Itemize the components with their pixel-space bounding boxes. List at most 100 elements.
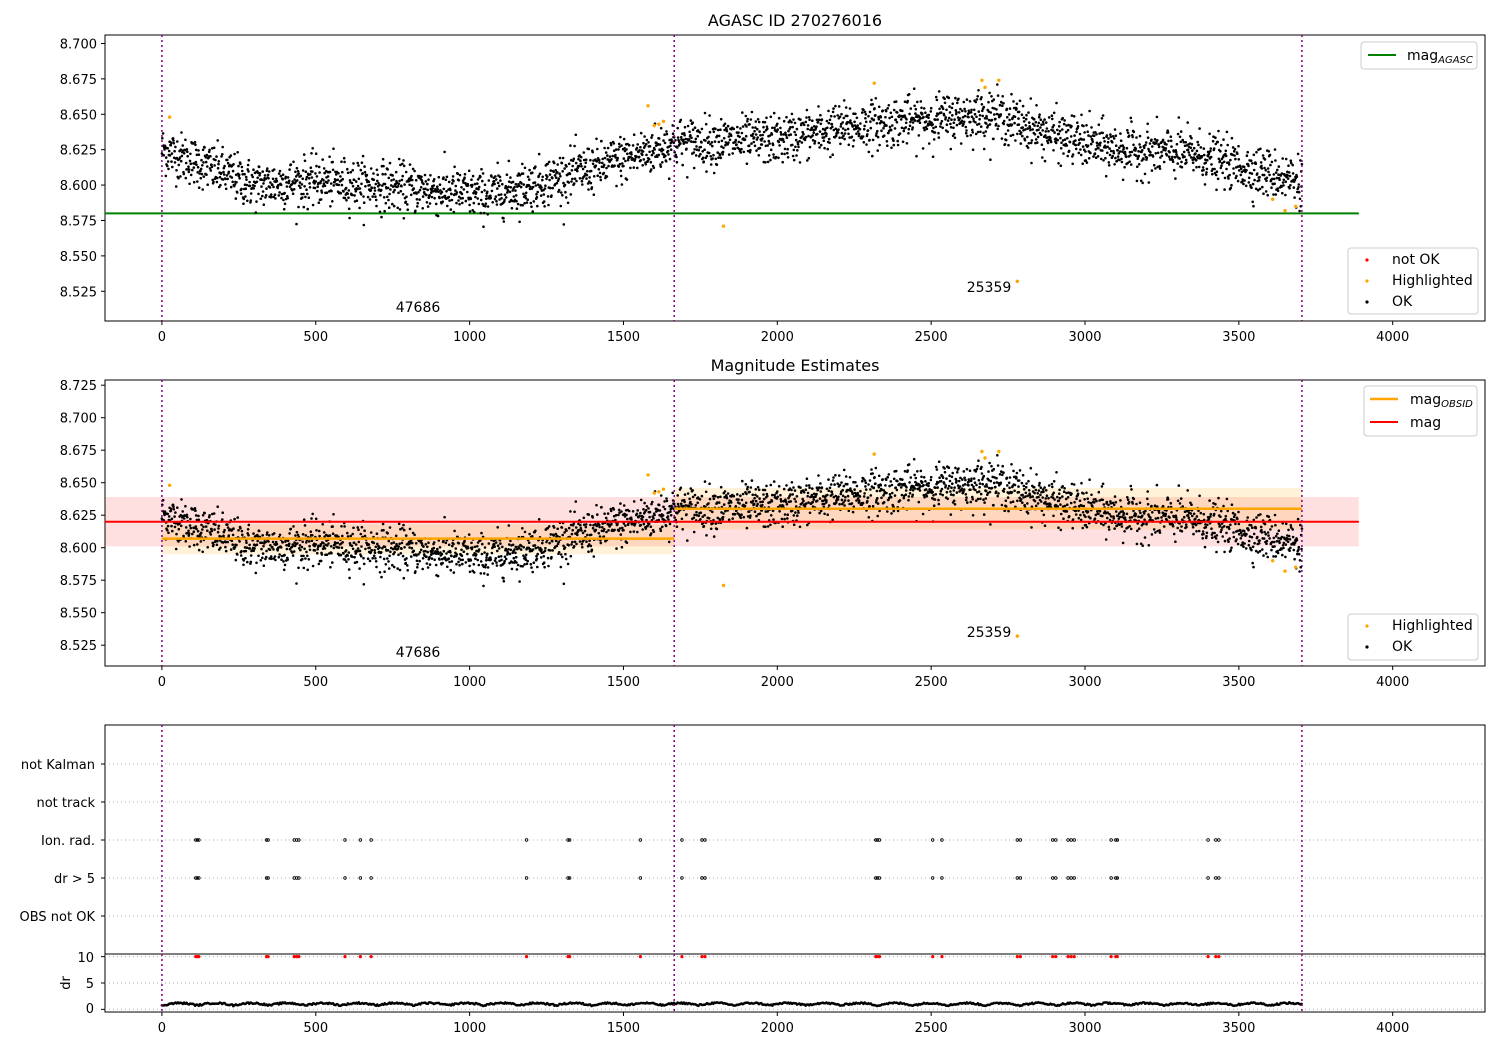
data-point-ok <box>1060 141 1063 144</box>
data-point-ok <box>871 103 874 106</box>
data-point-ok <box>415 542 418 545</box>
data-point-ok <box>217 167 220 170</box>
data-point-ok <box>368 543 371 546</box>
data-point-ok <box>505 196 508 199</box>
data-point-ok <box>909 492 912 495</box>
data-point-ok <box>563 223 566 226</box>
data-point-ok <box>729 139 732 142</box>
data-point-ok <box>735 505 738 508</box>
data-point-ok <box>960 142 963 145</box>
data-point-ok <box>758 130 761 133</box>
data-point-ok <box>896 489 899 492</box>
data-point-ok <box>884 484 887 487</box>
data-point-ok <box>1130 163 1133 166</box>
data-point-ok <box>1095 133 1098 136</box>
data-point-ok <box>728 502 731 505</box>
data-point-ok <box>362 195 365 198</box>
data-point-ok <box>878 106 881 109</box>
data-point-ok <box>661 161 664 164</box>
data-point-ok <box>396 567 399 570</box>
data-point-ok <box>1060 147 1063 150</box>
data-point-ok <box>619 136 622 139</box>
data-point-ok <box>300 175 303 178</box>
data-point-ok <box>752 500 755 503</box>
data-point-ok <box>886 510 889 513</box>
data-point-ok <box>830 115 833 118</box>
data-point-ok <box>573 182 576 185</box>
data-point-ok <box>266 531 269 534</box>
data-point-ok <box>292 192 295 195</box>
data-point-ok <box>615 547 618 550</box>
data-point-ok <box>211 166 214 169</box>
panel-middle-title: Magnitude Estimates <box>711 356 880 375</box>
data-point-ok <box>748 144 751 147</box>
data-point-ok <box>681 152 684 155</box>
data-point-ok <box>469 210 472 213</box>
data-point-ok <box>746 118 749 121</box>
data-point-ok <box>398 543 401 546</box>
data-point-ok <box>425 180 428 183</box>
data-point-ok <box>1154 167 1157 170</box>
data-point-ok <box>261 195 264 198</box>
data-point-ok <box>1126 147 1129 150</box>
data-point-ok <box>537 546 540 549</box>
data-point-ok <box>915 108 918 111</box>
data-point-ok <box>327 175 330 178</box>
data-point-ok <box>399 208 402 211</box>
data-point-ok <box>219 176 222 179</box>
data-point-ok <box>575 543 578 546</box>
data-point-ok <box>181 510 184 513</box>
data-point-ok <box>1166 154 1169 157</box>
data-point-ok <box>763 498 766 501</box>
data-point-ok <box>886 140 889 143</box>
data-point-ok <box>585 161 588 164</box>
data-point-ok <box>840 125 843 128</box>
data-point-ok <box>1219 150 1222 153</box>
data-point-ok <box>868 139 871 142</box>
data-point-ok <box>491 552 494 555</box>
data-point-ok <box>1175 151 1178 154</box>
data-point-ok <box>303 548 306 551</box>
data-point-ok <box>679 142 682 145</box>
data-point-ok <box>403 165 406 168</box>
data-point-ok <box>734 513 737 516</box>
data-point-ok <box>589 159 592 162</box>
data-point-ok <box>292 161 295 164</box>
data-point-ok <box>660 494 663 497</box>
data-point-ok <box>232 163 235 166</box>
data-point-ok <box>1220 164 1223 167</box>
data-point-ok <box>286 185 289 188</box>
data-point-ok <box>905 486 908 489</box>
data-point-ok <box>828 122 831 125</box>
data-point-ok <box>893 510 896 513</box>
data-point-ok <box>1145 141 1148 144</box>
data-point-ok <box>1001 137 1004 140</box>
data-point-ok <box>202 514 205 517</box>
data-point-ok <box>878 475 881 478</box>
data-point-ok <box>993 113 996 116</box>
data-point-ok <box>231 176 234 179</box>
data-point-ok <box>715 158 718 161</box>
data-point-ok <box>416 205 419 208</box>
data-point-ok <box>808 484 811 487</box>
data-point-ok <box>348 568 351 571</box>
data-point-ok <box>195 528 198 531</box>
data-point-ok <box>448 557 451 560</box>
data-point-ok <box>575 526 578 529</box>
data-point-ok <box>351 533 354 536</box>
data-point-ok <box>1006 108 1009 111</box>
data-point-ok <box>858 499 861 502</box>
data-point-ok <box>463 540 466 543</box>
data-point-ok <box>695 154 698 157</box>
data-point-ok <box>564 191 567 194</box>
data-point-ok <box>216 544 219 547</box>
data-point-ok <box>659 509 662 512</box>
data-point-ok <box>310 530 313 533</box>
data-point-ok <box>497 544 500 547</box>
data-point-ok <box>711 157 714 160</box>
data-point-ok <box>1174 177 1177 180</box>
data-point-ok <box>719 128 722 131</box>
data-point-ok <box>185 162 188 165</box>
data-point-ok <box>648 516 651 519</box>
data-point-ok <box>443 151 446 154</box>
